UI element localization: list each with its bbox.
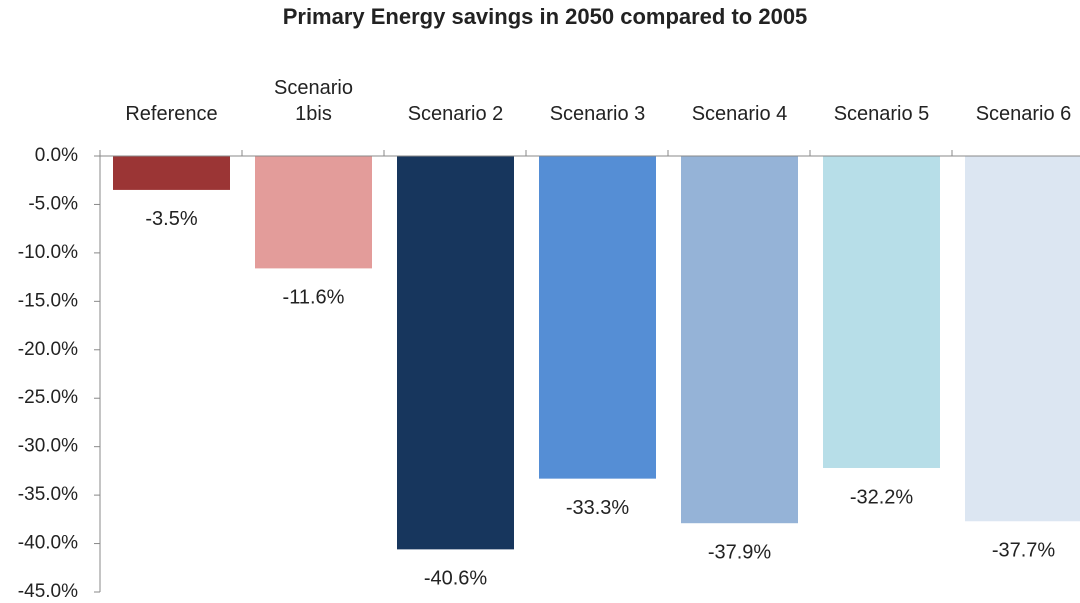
x-tick-label: Scenario 1bis: [274, 77, 353, 125]
bar: [113, 156, 230, 190]
y-tick-label: -5.0%: [28, 193, 78, 214]
x-tick-label: Scenario 4: [691, 103, 788, 125]
y-tick-label: -25.0%: [18, 387, 78, 408]
value-label: -11.6%: [283, 287, 345, 309]
x-tick-label: Scenario 6: [975, 103, 1072, 125]
x-tick-label: Scenario 2: [407, 103, 504, 125]
y-tick-label: -15.0%: [18, 290, 78, 311]
value-label: -37.7%: [992, 540, 1056, 562]
y-tick-label: -10.0%: [18, 242, 78, 263]
x-tick-label: Reference: [125, 103, 218, 125]
bar: [397, 156, 514, 550]
value-label: -37.9%: [708, 541, 772, 563]
x-tick-label: Scenario 3: [549, 103, 646, 125]
bar: [681, 156, 798, 524]
y-tick-label: -20.0%: [18, 339, 78, 360]
bar: [823, 156, 940, 468]
y-tick-label: -35.0%: [18, 484, 78, 505]
bar: [255, 156, 372, 269]
y-tick-label: -45.0%: [18, 581, 78, 602]
value-label: -33.3%: [566, 497, 630, 519]
y-tick-label: -30.0%: [18, 436, 78, 457]
value-label: -32.2%: [850, 486, 914, 508]
value-label: -3.5%: [145, 208, 197, 230]
bar: [539, 156, 656, 479]
bar: [965, 156, 1080, 522]
x-tick-label: Scenario 5: [833, 103, 930, 125]
chart-title: Primary Energy savings in 2050 compared …: [283, 4, 808, 29]
value-label: -40.6%: [424, 568, 488, 590]
y-tick-label: 0.0%: [35, 145, 78, 166]
y-tick-label: -40.0%: [18, 533, 78, 554]
